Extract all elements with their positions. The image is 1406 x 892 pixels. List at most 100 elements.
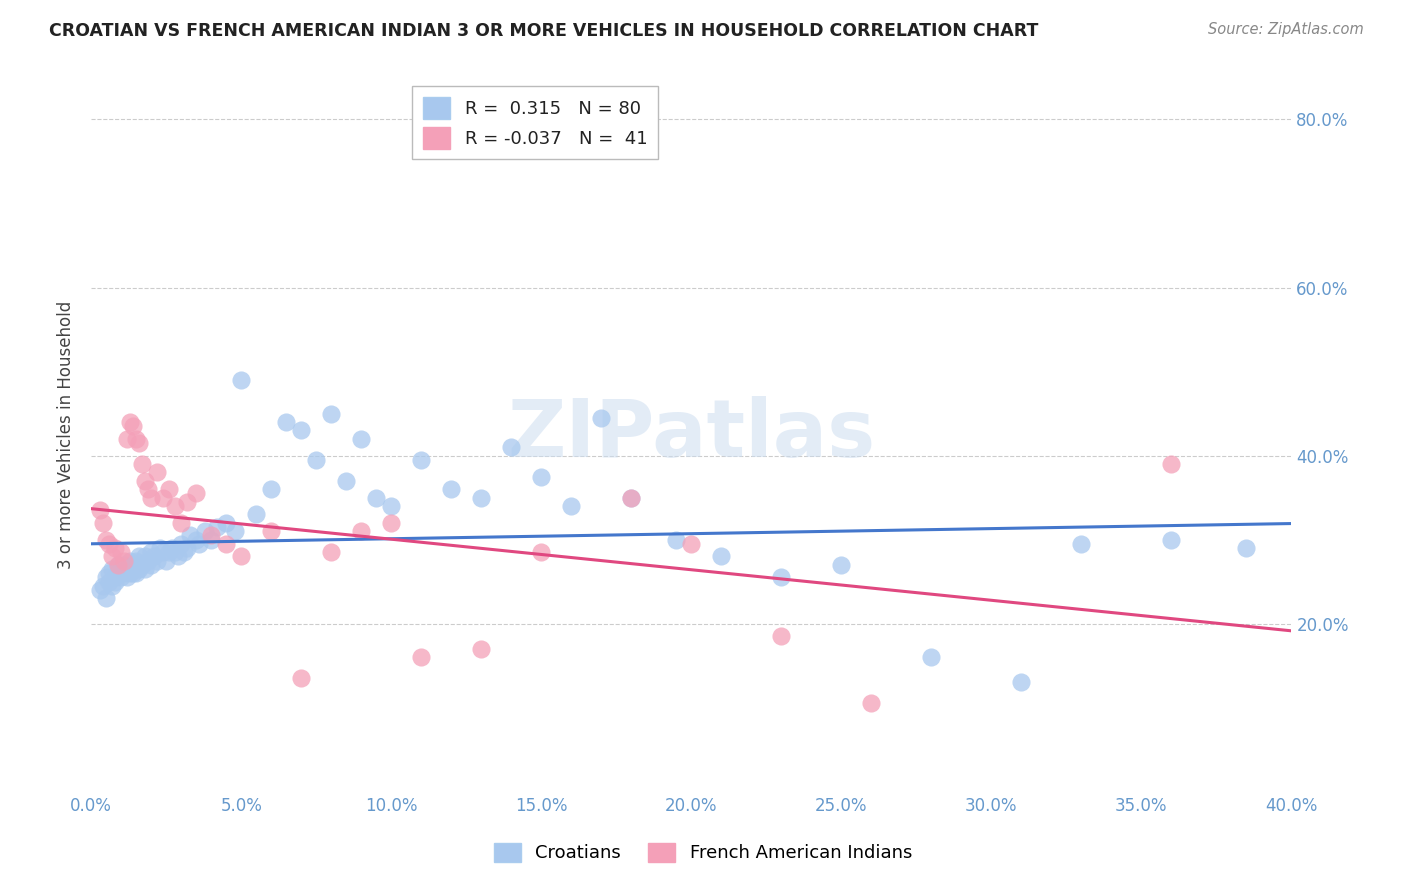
Point (131, 457, 153, 471)
Point (115, 570, 138, 584)
Point (98, 537, 121, 551)
Point (112, 553, 135, 567)
Point (125, 566, 148, 581)
Point (681, 537, 703, 551)
Point (89, 503, 111, 517)
Text: Source: ZipAtlas.com: Source: ZipAtlas.com (1208, 22, 1364, 37)
Legend: R =  0.315   N = 80, R = -0.037   N =  41: R = 0.315 N = 80, R = -0.037 N = 41 (412, 87, 658, 160)
Point (128, 436, 150, 450)
Point (1070, 537, 1092, 551)
Point (170, 537, 193, 551)
Point (122, 566, 145, 581)
Point (149, 541, 172, 555)
Point (141, 558, 163, 572)
Point (91, 516, 114, 530)
Point (179, 528, 201, 542)
Point (470, 641, 492, 656)
Point (350, 524, 373, 539)
Point (1010, 675, 1032, 690)
Point (160, 541, 183, 555)
Point (245, 508, 267, 522)
Point (231, 373, 253, 387)
Point (98, 566, 121, 581)
Point (141, 491, 163, 505)
Point (125, 432, 148, 446)
Point (411, 452, 433, 467)
Point (96, 591, 118, 606)
Point (107, 558, 129, 572)
Point (128, 562, 150, 576)
Point (143, 549, 166, 564)
Point (380, 516, 402, 530)
Y-axis label: 3 or more Vehicles in Household: 3 or more Vehicles in Household (58, 301, 75, 569)
Point (205, 520, 228, 534)
Text: CROATIAN VS FRENCH AMERICAN INDIAN 3 OR MORE VEHICLES IN HOUSEHOLD CORRELATION C: CROATIAN VS FRENCH AMERICAN INDIAN 3 OR … (49, 22, 1039, 40)
Point (128, 549, 150, 564)
Point (107, 566, 129, 581)
Point (157, 482, 180, 496)
Point (96, 533, 118, 547)
Point (200, 528, 222, 542)
Point (110, 570, 132, 584)
Point (134, 562, 156, 576)
Point (186, 533, 208, 547)
Point (440, 482, 463, 496)
Point (560, 499, 582, 513)
Point (290, 671, 312, 685)
Point (366, 491, 388, 505)
Point (770, 629, 793, 643)
Point (665, 533, 688, 547)
Point (170, 516, 193, 530)
Point (101, 549, 124, 564)
Point (860, 697, 883, 711)
Point (224, 524, 246, 539)
Point (101, 579, 124, 593)
Point (107, 558, 129, 572)
Point (115, 432, 138, 446)
Point (290, 423, 312, 437)
Point (1160, 533, 1182, 547)
Point (110, 545, 132, 559)
Point (276, 415, 298, 429)
Point (176, 495, 198, 509)
Point (91, 579, 114, 593)
Point (215, 516, 238, 530)
Point (470, 491, 492, 505)
Point (260, 482, 283, 496)
Point (152, 491, 174, 505)
Point (134, 474, 156, 488)
Point (200, 533, 222, 547)
Point (620, 491, 643, 505)
Point (335, 474, 357, 488)
Point (260, 524, 283, 539)
Point (165, 499, 187, 513)
Point (350, 432, 373, 446)
Point (1160, 457, 1182, 471)
Point (120, 415, 142, 429)
Point (591, 410, 613, 425)
Point (321, 407, 343, 421)
Point (146, 553, 169, 567)
Point (501, 440, 523, 454)
Point (136, 553, 159, 567)
Point (920, 650, 942, 665)
Point (194, 524, 217, 539)
Point (134, 549, 156, 564)
Point (131, 558, 153, 572)
Point (1236, 541, 1258, 555)
Point (770, 570, 793, 584)
Point (104, 570, 127, 584)
Legend: Croatians, French American Indians: Croatians, French American Indians (486, 836, 920, 870)
Point (173, 545, 195, 559)
Point (530, 545, 553, 559)
Point (167, 549, 190, 564)
Point (98, 574, 121, 589)
Point (188, 537, 211, 551)
Point (101, 562, 124, 576)
Point (89, 582, 111, 597)
Point (104, 574, 127, 589)
Point (380, 499, 402, 513)
Point (165, 545, 187, 559)
Point (136, 482, 159, 496)
Point (115, 562, 138, 576)
